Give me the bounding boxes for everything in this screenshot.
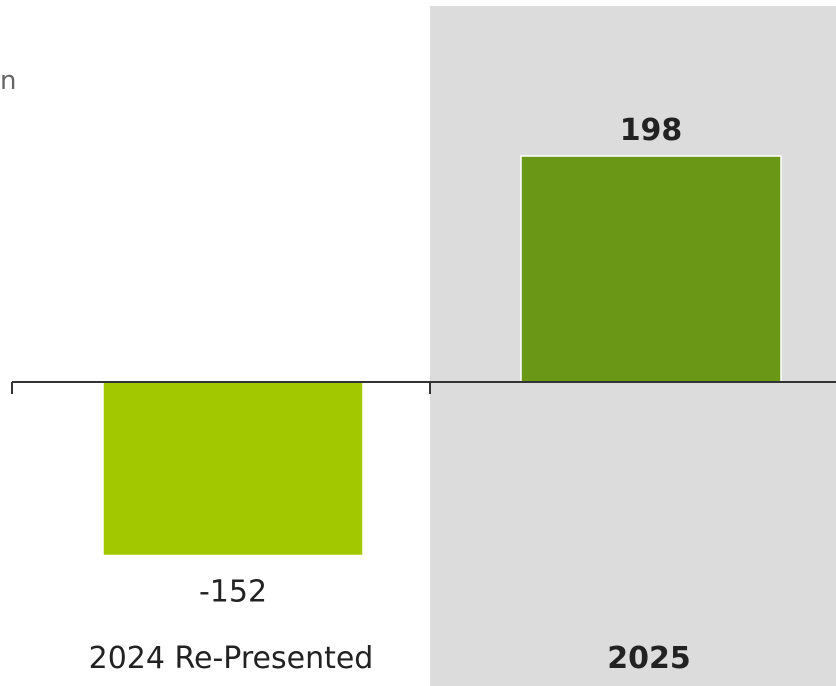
x-tick-label: 2025	[607, 641, 691, 676]
bar	[521, 156, 781, 382]
data-label: -152	[199, 574, 267, 609]
x-tick-label: 2024 Re-Presented	[89, 641, 374, 676]
bar	[103, 382, 363, 555]
data-label: 198	[620, 113, 683, 148]
